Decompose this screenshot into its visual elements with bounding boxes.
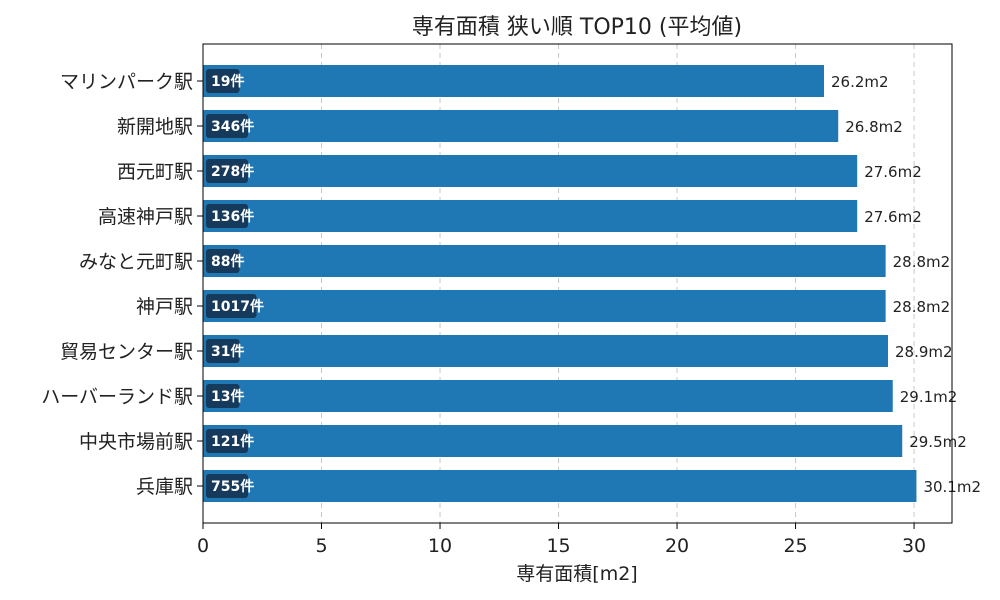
count-label: 278件: [211, 163, 254, 180]
count-badge: [206, 294, 257, 318]
value-label: 27.6m2: [864, 163, 922, 181]
count-badge: [206, 114, 248, 138]
y-tick-label: ハーバーランド駅: [41, 386, 193, 408]
count-label: 88件: [211, 253, 244, 270]
value-label: 26.8m2: [845, 118, 903, 136]
value-label: 28.9m2: [895, 343, 953, 361]
count-label: 13件: [211, 388, 244, 405]
x-tick-label: 25: [783, 535, 807, 557]
bar: [203, 290, 886, 322]
bar: [203, 335, 889, 367]
x-tick-label: 15: [546, 535, 570, 557]
value-label: 28.8m2: [893, 298, 951, 316]
y-tick-label: 神戸駅: [136, 296, 193, 318]
value-label: 26.2m2: [831, 73, 889, 91]
count-label: 1017件: [211, 298, 264, 315]
count-label: 346件: [211, 118, 254, 135]
count-badge: [206, 69, 240, 93]
chart-title: 専有面積 狭い順 TOP10 (平均値): [412, 15, 742, 40]
count-badge: [206, 429, 248, 453]
y-axis: マリンパーク駅新開地駅西元町駅高速神戸駅みなと元町駅神戸駅貿易センター駅ハーバー…: [41, 71, 203, 498]
count-label: 19件: [211, 73, 244, 90]
count-label: 31件: [211, 343, 244, 360]
x-tick-label: 30: [902, 535, 926, 557]
count-badge: [206, 159, 248, 183]
x-tick-label: 0: [197, 535, 209, 557]
x-tick-label: 20: [665, 535, 689, 557]
y-tick-label: 貿易センター駅: [60, 341, 193, 363]
count-label: 755件: [211, 478, 254, 495]
x-axis-label: 専有面積[m2]: [516, 563, 637, 585]
count-badge: [206, 249, 240, 273]
bars: [203, 65, 917, 502]
plot-area-frame: [202, 43, 953, 524]
y-tick-label: 兵庫駅: [136, 476, 193, 498]
bar: [203, 425, 903, 457]
value-label: 29.1m2: [900, 388, 958, 406]
value-label: 29.5m2: [909, 433, 967, 451]
count-label: 136件: [211, 208, 254, 225]
bar: [203, 245, 886, 277]
bar: [203, 65, 825, 97]
x-axis: 0 5 10 15 20 25 30: [197, 523, 926, 557]
count-label: 121件: [211, 433, 254, 450]
count-badge: [206, 474, 248, 498]
y-tick-label: 新開地駅: [117, 116, 193, 138]
bar: [203, 200, 858, 232]
bar: [203, 110, 839, 142]
count-badge: [206, 339, 240, 363]
x-tick-label: 5: [315, 535, 327, 557]
y-tick-label: みなと元町駅: [79, 251, 193, 273]
y-tick-label: 中央市場前駅: [79, 431, 193, 453]
y-tick-label: 高速神戸駅: [98, 206, 193, 228]
y-tick-label: 西元町駅: [117, 161, 193, 183]
value-label: 27.6m2: [864, 208, 922, 226]
value-label: 28.8m2: [893, 253, 951, 271]
count-badge: [206, 204, 248, 228]
y-tick-label: マリンパーク駅: [60, 71, 193, 93]
x-tick-label: 10: [428, 535, 452, 557]
bar: [203, 380, 893, 412]
bar: [203, 470, 917, 502]
count-badge: [206, 384, 240, 408]
bar: [203, 155, 858, 187]
